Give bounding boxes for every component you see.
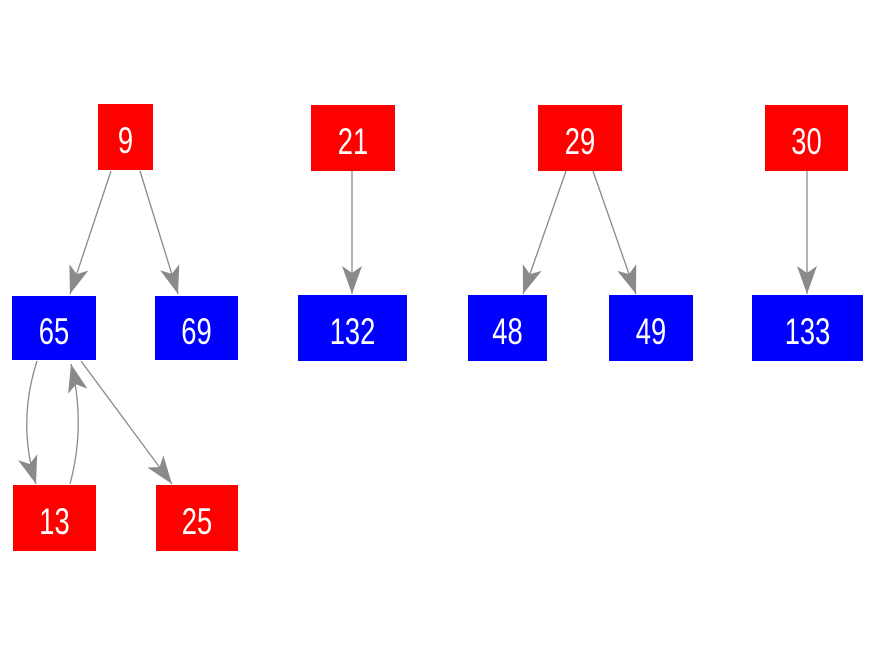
node-label-132: 132	[330, 311, 376, 352]
arrowhead-65-13	[18, 454, 38, 484]
node-label-65: 65	[39, 311, 69, 352]
node-box-13[interactable]	[13, 485, 96, 551]
node-label-25: 25	[182, 501, 212, 542]
node-9[interactable]: 9	[98, 104, 153, 170]
node-label-21: 21	[338, 121, 368, 162]
node-label-9: 9	[118, 120, 133, 161]
node-65[interactable]: 65	[12, 296, 96, 360]
node-label-133: 133	[785, 311, 831, 352]
node-label-30: 30	[791, 121, 821, 162]
node-label-48: 48	[492, 311, 522, 352]
nodes-layer: 9 21 29 30 65 69 132 48 49 133 13 25	[12, 104, 863, 551]
edge-9-65	[69, 170, 112, 295]
edge-65-25	[80, 360, 173, 485]
node-box-49[interactable]	[609, 295, 693, 361]
node-label-49: 49	[636, 311, 666, 352]
node-box-69[interactable]	[155, 296, 238, 360]
node-box-29[interactable]	[538, 105, 622, 171]
arrowhead-29-48	[522, 264, 542, 294]
node-box-21[interactable]	[311, 105, 395, 171]
edge-29-48	[522, 170, 567, 295]
node-box-133[interactable]	[752, 295, 863, 361]
arrowhead-29-49	[617, 264, 637, 294]
node-box-30[interactable]	[765, 105, 848, 171]
node-label-13: 13	[39, 501, 69, 542]
arrowhead-65-25	[147, 455, 172, 484]
edge-9-69	[139, 170, 179, 295]
node-box-9[interactable]	[98, 104, 153, 170]
arrowhead-30-133	[797, 266, 817, 294]
node-48[interactable]: 48	[468, 295, 547, 361]
node-69[interactable]: 69	[155, 296, 238, 360]
edge-29-49	[592, 170, 637, 295]
node-box-25[interactable]	[156, 485, 238, 551]
node-49[interactable]: 49	[609, 295, 693, 361]
node-21[interactable]: 21	[311, 105, 395, 171]
node-box-48[interactable]	[468, 295, 547, 361]
node-box-132[interactable]	[298, 295, 407, 361]
arrowhead-21-132	[342, 266, 362, 294]
node-132[interactable]: 132	[298, 295, 407, 361]
node-133[interactable]: 133	[752, 295, 863, 361]
arrowhead-9-65	[69, 264, 89, 294]
node-label-29: 29	[565, 121, 595, 162]
edges-layer	[18, 170, 817, 485]
arrowhead-9-69	[160, 264, 180, 294]
node-30[interactable]: 30	[765, 105, 848, 171]
node-13[interactable]: 13	[13, 485, 96, 551]
node-box-65[interactable]	[12, 296, 96, 360]
node-25[interactable]: 25	[156, 485, 238, 551]
node-29[interactable]: 29	[538, 105, 622, 171]
node-label-69: 69	[181, 311, 211, 352]
arrowhead-13-65	[68, 364, 88, 394]
